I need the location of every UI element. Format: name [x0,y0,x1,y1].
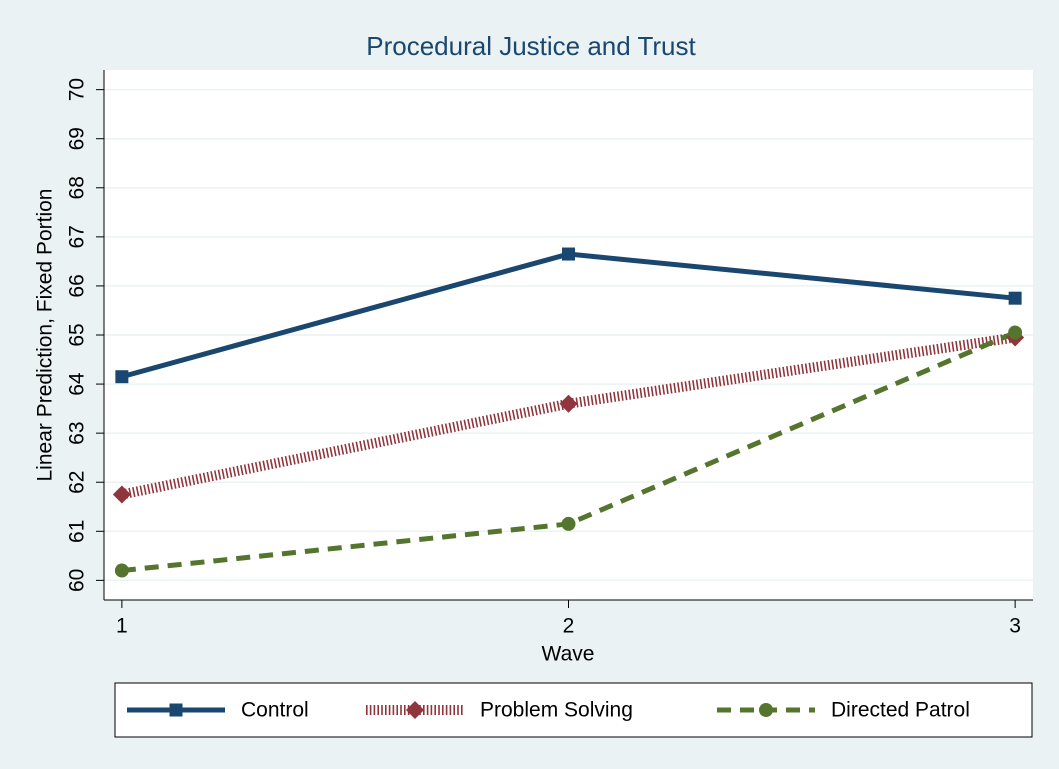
data-point [559,394,578,413]
y-tick-label: 64 [66,372,89,396]
y-axis-title: Linear Prediction, Fixed Portion [34,189,57,482]
data-point [1008,325,1023,340]
y-tick-label: 70 [66,78,89,101]
legend-label: Problem Solving [480,699,633,722]
x-tick-label: 1 [116,615,128,638]
data-point [112,485,131,504]
legend-marker [169,703,183,717]
y-tick-label: 68 [66,176,89,199]
data-point [114,563,129,578]
legend-marker [406,701,424,719]
legend-marker [759,703,773,717]
y-tick-label: 63 [66,421,89,444]
legend-box [114,682,1033,738]
x-tick-label: 3 [1009,615,1021,638]
y-tick-label: 60 [66,569,89,592]
data-point [562,247,575,261]
y-tick-label: 61 [66,520,89,543]
x-axis-title: Wave [542,643,595,666]
data-point [561,516,576,531]
series-line [120,332,1016,500]
data-point [115,370,129,384]
data-point [1008,291,1022,305]
chart-title: Procedural Justice and Trust [366,31,696,61]
y-tick-label: 69 [66,127,89,150]
y-tick-label: 62 [66,471,89,494]
legend-label: Control [241,699,309,722]
x-tick-label: 2 [563,615,575,638]
y-tick-label: 66 [66,274,89,297]
y-tick-label: 65 [66,323,89,346]
y-tick-label: 67 [66,225,89,248]
legend-label: Directed Patrol [831,699,970,722]
